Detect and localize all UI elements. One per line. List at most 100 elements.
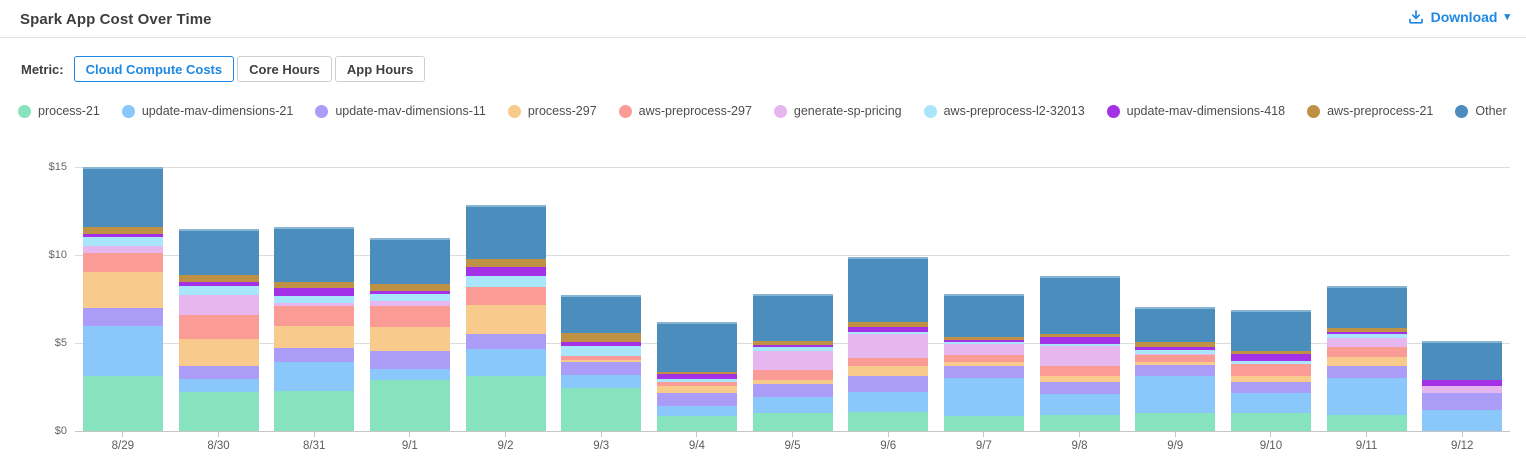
bar-segment-process-21[interactable] (561, 387, 642, 431)
bar-segment-aws-preprocess-21[interactable] (1135, 342, 1216, 347)
bar-segment-Other[interactable] (1039, 276, 1120, 335)
bar-segment-update-mav-dimensions-11[interactable] (561, 361, 642, 375)
bar-segment-update-mav-dimensions-418[interactable] (943, 339, 1024, 343)
stacked-bar-9-12[interactable] (1422, 341, 1503, 431)
bar-segment-update-mav-dimensions-21[interactable] (82, 326, 163, 376)
bar-segment-process-21[interactable] (943, 416, 1024, 431)
legend-item[interactable]: update-mav-dimensions-21 (121, 104, 293, 118)
bar-segment-aws-preprocess-21[interactable] (752, 341, 833, 345)
bar-segment-generate-sp-pricing[interactable] (369, 300, 450, 307)
bar-segment-update-mav-dimensions-11[interactable] (752, 384, 833, 397)
bar-segment-process-21[interactable] (369, 379, 450, 431)
stacked-bar-8-30[interactable] (178, 228, 259, 431)
bar-segment-aws-preprocess-297[interactable] (561, 356, 642, 360)
legend-item[interactable]: Other (1455, 104, 1507, 118)
bar-segment-aws-preprocess-21[interactable] (561, 332, 642, 343)
bar-segment-aws-preprocess-297[interactable] (274, 306, 355, 327)
stacked-bar-9-3[interactable] (561, 294, 642, 431)
legend-item[interactable]: aws-preprocess-297 (618, 104, 752, 118)
bar-segment-aws-preprocess-l2-32013[interactable] (1230, 360, 1311, 365)
bar-segment-update-mav-dimensions-418[interactable] (82, 233, 163, 238)
bar-segment-generate-sp-pricing[interactable] (848, 334, 929, 358)
bar-segment-aws-preprocess-297[interactable] (1230, 364, 1311, 377)
stacked-bar-9-6[interactable] (848, 256, 929, 431)
bar-segment-update-mav-dimensions-418[interactable] (752, 344, 833, 348)
bar-segment-update-mav-dimensions-11[interactable] (1135, 365, 1216, 377)
bar-segment-process-21[interactable] (465, 375, 546, 431)
bar-segment-aws-preprocess-297[interactable] (848, 357, 929, 366)
legend-item[interactable]: update-mav-dimensions-418 (1106, 104, 1285, 118)
bar-segment-update-mav-dimensions-11[interactable] (656, 393, 737, 407)
bar-segment-generate-sp-pricing[interactable] (1135, 353, 1216, 356)
bar-segment-update-mav-dimensions-11[interactable] (465, 334, 546, 350)
bar-segment-process-21[interactable] (752, 412, 833, 431)
bar-segment-process-21[interactable] (1326, 415, 1407, 431)
bar-segment-update-mav-dimensions-21[interactable] (465, 349, 546, 376)
bar-segment-aws-preprocess-l2-32013[interactable] (1326, 334, 1407, 338)
bar-segment-update-mav-dimensions-11[interactable] (178, 365, 259, 380)
bar-segment-aws-preprocess-297[interactable] (465, 286, 546, 306)
download-button[interactable]: Download ▾ (1408, 9, 1510, 25)
bar-segment-update-mav-dimensions-11[interactable] (1422, 393, 1503, 410)
bar-segment-update-mav-dimensions-418[interactable] (178, 282, 259, 286)
legend-item[interactable]: update-mav-dimensions-11 (315, 104, 486, 118)
bar-segment-aws-preprocess-l2-32013[interactable] (465, 276, 546, 287)
bar-segment-Other[interactable] (1326, 285, 1407, 329)
bar-segment-aws-preprocess-297[interactable] (178, 314, 259, 339)
bar-segment-generate-sp-pricing[interactable] (1039, 345, 1120, 366)
bar-segment-process-297[interactable] (82, 271, 163, 308)
bar-segment-process-297[interactable] (752, 380, 833, 385)
bar-segment-generate-sp-pricing[interactable] (82, 246, 163, 254)
bar-segment-aws-preprocess-21[interactable] (178, 275, 259, 283)
bar-segment-update-mav-dimensions-21[interactable] (1135, 376, 1216, 414)
bar-segment-aws-preprocess-l2-32013[interactable] (1039, 343, 1120, 346)
bar-segment-aws-preprocess-21[interactable] (1039, 334, 1120, 337)
bar-segment-Other[interactable] (1230, 309, 1311, 351)
bar-segment-process-297[interactable] (274, 326, 355, 349)
bar-segment-Other[interactable] (1422, 341, 1503, 380)
legend-item[interactable]: aws-preprocess-21 (1307, 104, 1433, 118)
bar-segment-process-21[interactable] (656, 416, 737, 431)
bar-segment-update-mav-dimensions-21[interactable] (561, 374, 642, 388)
bar-segment-aws-preprocess-l2-32013[interactable] (82, 237, 163, 247)
metric-option-app-hours[interactable]: App Hours (334, 56, 426, 82)
stacked-bar-9-4[interactable] (656, 321, 737, 431)
bar-segment-generate-sp-pricing[interactable] (178, 294, 259, 315)
bar-segment-aws-preprocess-21[interactable] (465, 259, 546, 268)
bar-segment-update-mav-dimensions-418[interactable] (1230, 354, 1311, 361)
legend-item[interactable]: process-297 (507, 104, 597, 118)
bar-segment-update-mav-dimensions-21[interactable] (848, 392, 929, 412)
bar-segment-aws-preprocess-21[interactable] (943, 336, 1024, 340)
stacked-bar-9-10[interactable] (1230, 309, 1311, 431)
stacked-bar-9-11[interactable] (1326, 285, 1407, 431)
bar-segment-process-21[interactable] (848, 411, 929, 431)
bar-segment-aws-preprocess-297[interactable] (752, 370, 833, 380)
bar-segment-update-mav-dimensions-418[interactable] (465, 267, 546, 277)
bar-segment-update-mav-dimensions-11[interactable] (274, 348, 355, 363)
bar-segment-Other[interactable] (369, 237, 450, 285)
bar-segment-process-297[interactable] (656, 386, 737, 394)
bar-segment-process-297[interactable] (1326, 357, 1407, 366)
bar-segment-update-mav-dimensions-11[interactable] (1039, 381, 1120, 395)
bar-segment-aws-preprocess-l2-32013[interactable] (656, 379, 737, 382)
stacked-bar-9-5[interactable] (752, 293, 833, 431)
bar-segment-process-297[interactable] (848, 365, 929, 376)
bar-segment-aws-preprocess-21[interactable] (848, 321, 929, 328)
legend-item[interactable]: generate-sp-pricing (773, 104, 902, 118)
bar-segment-process-297[interactable] (561, 359, 642, 362)
bar-segment-process-297[interactable] (369, 327, 450, 351)
bar-segment-aws-preprocess-l2-32013[interactable] (274, 296, 355, 304)
bar-segment-aws-preprocess-21[interactable] (369, 284, 450, 292)
bar-segment-process-21[interactable] (1230, 413, 1311, 431)
bar-segment-aws-preprocess-297[interactable] (656, 381, 737, 387)
bar-segment-process-297[interactable] (1135, 361, 1216, 366)
stacked-bar-8-29[interactable] (82, 167, 163, 431)
bar-segment-aws-preprocess-21[interactable] (656, 372, 737, 374)
bar-segment-update-mav-dimensions-418[interactable] (1422, 379, 1503, 387)
bar-segment-update-mav-dimensions-11[interactable] (82, 307, 163, 327)
bar-segment-aws-preprocess-l2-32013[interactable] (561, 345, 642, 357)
bar-segment-generate-sp-pricing[interactable] (1422, 386, 1503, 394)
bar-segment-Other[interactable] (178, 228, 259, 276)
bar-segment-update-mav-dimensions-418[interactable] (274, 287, 355, 297)
bar-segment-update-mav-dimensions-21[interactable] (369, 368, 450, 380)
